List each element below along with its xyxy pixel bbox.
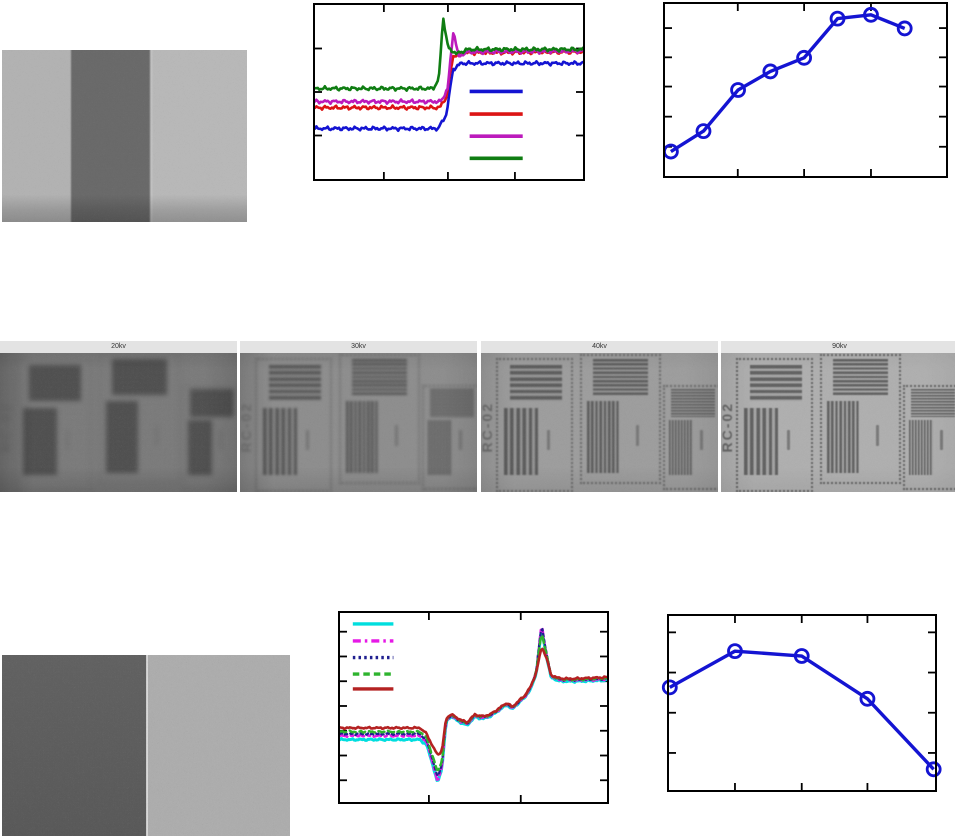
data-point-marker [793, 648, 810, 664]
vertical-line-grating [587, 401, 619, 474]
faint-size-marking [875, 425, 879, 446]
panel-title: 30kv [240, 341, 477, 353]
gray-band-left [2, 50, 71, 222]
faint-size-marking [459, 429, 463, 451]
faint-size-marking [547, 429, 551, 451]
faint-size-marking [700, 429, 704, 451]
resolution-chart-image: RC-02 [0, 353, 237, 492]
gray-band-center-dark [70, 50, 152, 222]
data-point-marker [925, 761, 942, 778]
series-blue [313, 59, 585, 133]
horizontal-line-grating [352, 359, 408, 395]
edge-image-top [2, 50, 247, 222]
rc-02-label: RC-02 [481, 402, 495, 453]
horizontal-line-grating [749, 364, 802, 402]
horizontal-line-grating [509, 364, 562, 402]
vertical-line-grating [22, 408, 57, 475]
data-point-marker [796, 49, 812, 66]
faint-size-marking [940, 429, 944, 451]
lsf-profiles-chart [338, 611, 609, 804]
panel-title: 40kv [481, 341, 718, 353]
data-point-marker [730, 82, 746, 98]
horizontal-line-grating [593, 359, 649, 395]
data-point-marker [896, 20, 913, 37]
vertical-line-grating [668, 420, 694, 476]
resolution-chart-content: RC-02 [721, 353, 955, 492]
vertical-line-grating [427, 420, 453, 476]
series-green [313, 17, 585, 92]
axes-box [663, 2, 948, 178]
faint-size-marking [306, 429, 310, 451]
data-point-marker [695, 123, 712, 140]
horizontal-line-grating [911, 389, 955, 417]
vertical-line-grating [106, 401, 138, 474]
faint-size-marking [787, 429, 791, 451]
resolution-panel-40kv: 40kv RC-02 [481, 341, 718, 492]
vertical-line-grating [262, 408, 297, 475]
data-point-marker [829, 10, 846, 27]
metric-line-chart-bottom [661, 614, 942, 792]
metric-line-chart-top [663, 2, 948, 178]
edge-image-bottom [2, 655, 290, 836]
data-point-marker [859, 690, 876, 707]
data-point-marker [863, 6, 879, 23]
resolution-chart-image: RC-02 [721, 353, 955, 492]
horizontal-line-grating [671, 389, 715, 417]
axes-box [313, 3, 585, 181]
data-line [668, 649, 935, 771]
resolution-chart-content: RC-02 [240, 353, 477, 492]
data-point-marker [661, 679, 678, 696]
data-point-marker [727, 643, 743, 660]
faint-size-marking [394, 425, 398, 446]
series-magenta [313, 32, 585, 106]
series-darkred [338, 647, 609, 756]
resolution-panel-20kv: 20kv RC-02 [0, 341, 237, 492]
horizontal-line-grating [268, 364, 321, 402]
edge-highlight-line [146, 655, 149, 836]
gray-half-left-dark [2, 655, 148, 836]
gray-bands [2, 50, 247, 222]
rc-02-label: RC-02 [240, 402, 254, 453]
resolution-chart-content: RC-02 [481, 353, 718, 492]
edge-highlight-line [150, 50, 153, 222]
vertical-line-grating [187, 420, 213, 476]
data-point-marker [762, 63, 779, 80]
vertical-line-grating [743, 408, 778, 475]
horizontal-line-grating [833, 359, 889, 395]
horizontal-line-grating [28, 364, 81, 402]
vertical-line-grating [827, 401, 859, 474]
resolution-panel-30kv: 30kv RC-02 [240, 341, 477, 492]
vertical-line-grating [346, 401, 378, 474]
resolution-panel-90kv: 90kv RC-02 [721, 341, 955, 492]
resolution-chart-image: RC-02 [481, 353, 718, 492]
panel-title: 90kv [721, 341, 955, 353]
edge-profiles-chart [313, 3, 585, 181]
vertical-line-grating [503, 408, 538, 475]
horizontal-line-grating [430, 389, 474, 417]
resolution-chart-image: RC-02 [240, 353, 477, 492]
faint-size-marking [66, 429, 70, 451]
vertical-line-grating [908, 420, 934, 476]
rc-02-label: RC-02 [721, 402, 735, 453]
rc-02-label: RC-02 [0, 402, 14, 453]
panel-title: 20kv [0, 341, 237, 353]
axes-box [338, 611, 609, 804]
faint-size-marking [635, 425, 639, 446]
gray-halves [2, 655, 290, 836]
gray-half-right-light [147, 655, 290, 836]
horizontal-line-grating [190, 389, 234, 417]
axes-box [667, 614, 937, 792]
resolution-chart-content: RC-02 [0, 353, 237, 492]
horizontal-line-grating [112, 359, 168, 395]
faint-size-marking [219, 429, 223, 451]
faint-size-marking [154, 425, 158, 446]
gray-band-right [151, 50, 247, 222]
